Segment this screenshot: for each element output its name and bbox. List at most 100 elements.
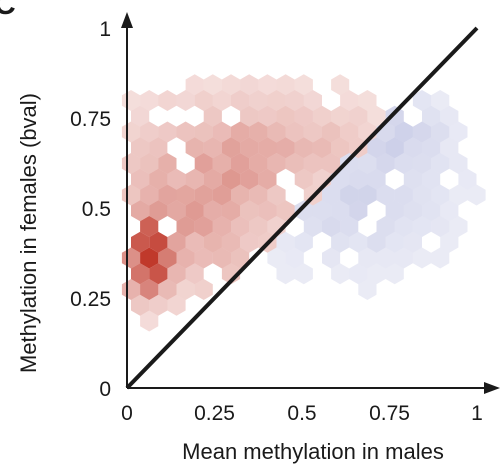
hexbin-cell [331,74,350,96]
hexbin-cell [258,168,277,190]
hexbin-cell [322,216,341,237]
hexbin-cell [149,231,168,253]
hexbin-cell [203,231,222,253]
hexbin-cell [285,153,304,174]
panel-letter: C [0,0,16,21]
hexbin-cell [376,153,395,174]
hexbin-cell [431,153,450,174]
hexbin-cell [440,137,459,159]
hexbin-cell [185,231,204,253]
hexbin-cell [394,184,413,206]
hexbin-cell [340,216,359,237]
hexbin-cell [294,137,313,159]
hexbin-cell [267,90,286,111]
hexbin-cell [340,90,359,111]
hexbin-cell [349,168,368,190]
hexbin-cell [194,153,213,174]
hexbin-cell [158,121,177,143]
hexbin-cell [212,90,231,111]
hexbin-cell [194,184,213,206]
hexbin-cell [276,263,295,285]
hexbin-cell [294,74,313,96]
hexbin-cell [167,200,186,222]
hexbin-cell [158,153,177,174]
hexbin-cell [358,184,377,206]
hexbin-cell [331,231,350,253]
hexbin-cell [303,121,322,143]
hexbin-cell [167,294,186,316]
hexbin-cell [276,74,295,96]
hexbin-cell [294,200,313,222]
hexbin-cell [349,231,368,253]
hexbin-cell [249,184,268,206]
hexbin-cell [349,200,368,222]
hexbin-cell [185,168,204,190]
hexbin-cell [276,231,295,253]
hexbin-cell [458,168,477,190]
hexbin-cell [240,231,259,253]
hexbin-cell [240,105,259,127]
hexbin-cell [231,90,250,111]
hexbin-cell [267,153,286,174]
hexbin-cell [449,121,468,143]
hexbin-cell [231,247,250,269]
hexbin-cell [385,105,404,127]
hexbin-cell [221,137,241,159]
hexbin-cell [294,168,313,190]
hexbin-cell [131,105,150,127]
hexbin-cell [403,137,422,159]
hexbin-cell [258,137,277,159]
hexbin-cell [331,200,350,222]
hexbin-cell [167,231,186,253]
hexbin-cell [449,184,468,206]
hexbin-cell [303,153,322,174]
hexbin-cell [140,247,159,269]
hexbin-cell [212,216,231,237]
x-tick-label: 0.75 [369,402,410,425]
hexbin-cell [358,90,377,111]
hexbin-cell [194,247,213,269]
hexbin-cell [176,279,195,300]
hexbin-cell [322,121,341,143]
hexbin-cell [376,247,395,269]
hexbin-cell [431,216,450,237]
hexbin-cell [385,200,404,222]
diagonal-reference-line [125,26,479,390]
hexbin-cell [231,216,250,237]
hexbin-cell [422,200,441,222]
hexbin-cell [249,153,268,174]
hexbin-cell [340,121,359,143]
hexbin-cell [285,121,304,143]
hexbin-cell [149,294,168,316]
hexbin-cell [367,105,386,127]
hexbin-cell [285,247,304,269]
hexbin-cell [385,263,404,285]
hexbin-cell [212,153,231,174]
hexbin-cell [467,184,486,206]
hexbin-cell [367,137,386,159]
hexbin-cell [249,90,268,111]
hexbin-cell [167,263,186,285]
hexbin-cell [331,137,350,159]
hexbin-cell [158,247,177,269]
hexbin-cell [331,263,350,285]
hexbin-cell [240,137,259,159]
hexbin-cell [185,200,204,222]
hexbin-cell [267,247,286,269]
hexbin-cell [440,231,459,253]
hexbin-cell [258,105,277,127]
hexbin-cell [431,121,450,143]
x-tick-label: 0.5 [287,402,316,425]
hexbin-cell [131,231,150,253]
hexbin-cell [449,153,468,174]
hexbin-cell [140,153,159,174]
hexbin-cell [258,200,277,222]
hexbin-cell [422,168,441,190]
hexbin-cell [349,263,368,285]
hexbin-cell [322,247,341,269]
hexbin-cell [249,216,268,237]
hexbin-cell [331,105,350,127]
hexbin-cell [131,263,150,285]
hexbin-cell [376,184,395,206]
